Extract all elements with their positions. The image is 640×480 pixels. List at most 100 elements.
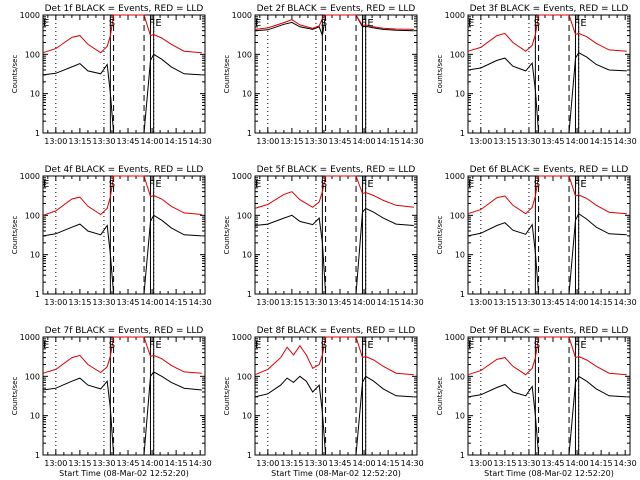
x-tick-label: 13:15 <box>68 298 91 307</box>
x-tick-label: 13:45 <box>541 298 564 307</box>
x-tick-label: 14:30 <box>401 298 424 307</box>
y-tick-label: 1000 <box>20 172 40 181</box>
interval-marker-label: F <box>149 340 155 351</box>
x-tick-label: 14:15 <box>590 137 613 146</box>
interval-marker-label: E <box>580 340 586 351</box>
y-tick-label: 1 <box>35 129 40 138</box>
series-line-lld <box>254 336 414 376</box>
x-tick-label: 14:30 <box>614 298 637 307</box>
y-tick-label: 1000 <box>20 11 40 20</box>
x-tick-label: 13:30 <box>304 298 327 307</box>
x-tick-label: 14:00 <box>141 137 164 146</box>
interval-marker-label: S <box>321 18 327 29</box>
interval-marker-label: S <box>321 340 327 351</box>
plot-frame <box>254 175 418 295</box>
interval-marker-label: S <box>321 179 327 190</box>
x-tick-label: 13:15 <box>493 137 516 146</box>
y-axis-label: Counts/sec <box>436 55 444 94</box>
interval-marker-label: S <box>109 179 115 190</box>
plot-frame <box>467 14 631 134</box>
series-line-lld <box>467 336 627 376</box>
interval-marker-label: E <box>468 18 474 29</box>
y-tick-label: 1 <box>460 451 465 460</box>
y-tick-label: 1000 <box>20 333 40 342</box>
x-tick-label: 13:00 <box>256 459 279 468</box>
interval-marker-label: F <box>361 340 367 351</box>
series-line-events <box>42 53 202 134</box>
x-tick-label: 13:45 <box>116 459 139 468</box>
y-tick-label: 100 <box>237 372 252 381</box>
interval-marker-label: E <box>367 340 373 351</box>
interval-marker-label: S <box>534 179 540 190</box>
panel-title: Det 4f BLACK = Events, RED = LLD <box>45 165 204 175</box>
y-tick-label: 100 <box>25 50 40 59</box>
panel-title: Det 9f BLACK = Events, RED = LLD <box>470 326 629 336</box>
series-line-lld <box>467 175 627 215</box>
interval-marker-label: S <box>109 340 115 351</box>
series-line-lld <box>42 336 202 374</box>
y-tick-label: 1 <box>460 290 465 299</box>
x-tick-label: 13:30 <box>92 298 115 307</box>
x-tick-label: 14:15 <box>590 298 613 307</box>
y-tick-label: 1 <box>35 451 40 460</box>
y-tick-label: 10 <box>242 90 252 99</box>
series-line-events <box>254 207 414 295</box>
x-axis-label: Start Time (08-Mar-02 12:52:20) <box>59 469 189 478</box>
interval-marker-label: E <box>43 18 49 29</box>
y-tick-label: 100 <box>237 50 252 59</box>
x-tick-label: 14:15 <box>377 298 400 307</box>
x-tick-label: 13:30 <box>304 459 327 468</box>
x-tick-label: 14:30 <box>189 137 212 146</box>
x-tick-label: 13:30 <box>92 137 115 146</box>
x-tick-label: 13:45 <box>328 137 351 146</box>
interval-marker-label: F <box>574 340 580 351</box>
x-tick-label: 13:45 <box>116 298 139 307</box>
panel-5: Det 5f BLACK = Events, RED = LLD 1 10 100 10… <box>223 165 424 307</box>
y-tick-label: 10 <box>455 251 465 260</box>
interval-marker-label: S <box>534 340 540 351</box>
plot-frame <box>42 336 206 456</box>
y-tick-label: 1 <box>247 129 252 138</box>
series-line-lld <box>254 14 414 30</box>
panel-title: Det 6f BLACK = Events, RED = LLD <box>470 165 629 175</box>
x-tick-label: 14:30 <box>614 137 637 146</box>
series-line-events <box>254 14 414 36</box>
x-tick-label: 13:00 <box>469 459 492 468</box>
x-tick-label: 14:30 <box>401 459 424 468</box>
x-tick-label: 14:15 <box>165 459 188 468</box>
interval-marker-label: E <box>468 340 474 351</box>
x-tick-label: 14:15 <box>377 137 400 146</box>
x-tick-label: 14:30 <box>401 137 424 146</box>
x-tick-label: 13:30 <box>517 459 540 468</box>
interval-marker-label: F <box>149 179 155 190</box>
interval-marker-label: S <box>534 18 540 29</box>
series-line-events <box>467 52 627 134</box>
y-axis-label: Counts/sec <box>223 216 231 255</box>
series-line-lld <box>42 14 202 54</box>
x-tick-label: 14:00 <box>353 137 376 146</box>
x-tick-label: 14:00 <box>566 298 589 307</box>
interval-marker-label: F <box>574 18 580 29</box>
interval-marker-label: E <box>155 179 161 190</box>
panel-4: Det 4f BLACK = Events, RED = LLD 1 10 100 10… <box>11 165 212 307</box>
y-tick-label: 1 <box>35 290 40 299</box>
x-axis-label: Start Time (08-Mar-02 12:52:20) <box>271 469 401 478</box>
series-line-lld <box>467 14 627 52</box>
x-tick-label: 13:45 <box>541 459 564 468</box>
x-tick-label: 13:45 <box>541 137 564 146</box>
series-line-events <box>42 214 202 295</box>
y-tick-label: 100 <box>450 372 465 381</box>
interval-marker-label: E <box>255 340 261 351</box>
y-tick-label: 1 <box>460 129 465 138</box>
x-tick-label: 13:30 <box>517 298 540 307</box>
panel-title: Det 7f BLACK = Events, RED = LLD <box>45 326 204 336</box>
series-line-lld <box>42 175 202 216</box>
x-tick-label: 13:45 <box>328 459 351 468</box>
panel-title: Det 3f BLACK = Events, RED = LLD <box>470 4 629 14</box>
y-tick-label: 1000 <box>445 333 465 342</box>
y-tick-label: 100 <box>25 372 40 381</box>
x-tick-label: 13:15 <box>493 459 516 468</box>
y-axis-label: Counts/sec <box>223 55 231 94</box>
panel-7: Det 7f BLACK = Events, RED = LLD 1 10 100 10… <box>11 326 212 478</box>
